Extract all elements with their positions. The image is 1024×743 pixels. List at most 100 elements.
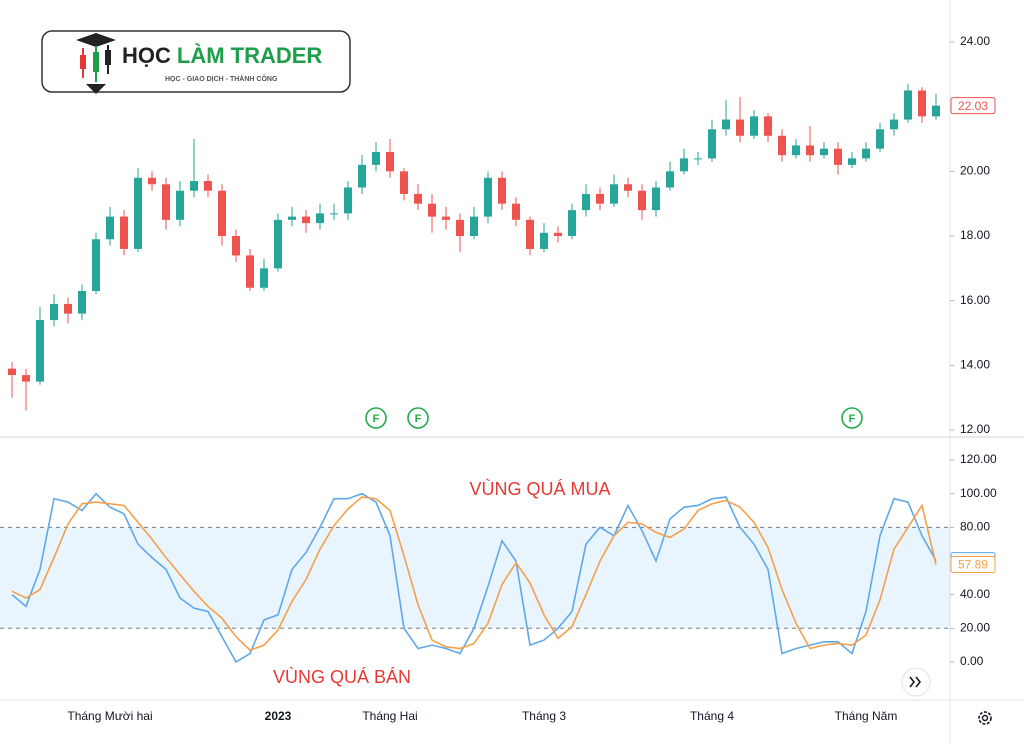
scroll-icon[interactable]	[909, 676, 922, 688]
candle-body	[330, 213, 338, 215]
logo-title-part: LÀM TRADER	[177, 43, 323, 68]
candle-body	[848, 158, 856, 165]
candle-body	[92, 239, 100, 291]
candle-body	[428, 203, 436, 217]
candle-body	[554, 232, 562, 237]
price-tag	[950, 97, 996, 115]
price-tag	[950, 556, 996, 574]
candle-body	[806, 145, 814, 156]
candle-body	[400, 171, 408, 194]
y-tick-label: 120.00	[960, 452, 997, 466]
y-tick-label: 100.00	[960, 486, 997, 500]
y-tick-label: 0.00	[960, 654, 984, 668]
candle-body	[750, 116, 758, 136]
y-tick-label: 24.00	[960, 34, 990, 48]
candle-body	[386, 151, 394, 172]
candle-body	[582, 193, 590, 211]
candle-body	[316, 213, 324, 224]
price-tag-label: 22.03	[958, 99, 988, 113]
logo-frame	[41, 30, 351, 93]
candle-body	[820, 148, 828, 156]
logo-icon	[86, 84, 106, 94]
x-tick-label: Tháng Hai	[362, 709, 417, 723]
candle-body	[232, 236, 240, 256]
series-line	[11, 496, 937, 652]
candle-body	[106, 216, 114, 240]
candle-body	[274, 219, 282, 269]
candle-body	[638, 190, 646, 211]
band	[0, 527, 950, 629]
y-tick-label: 12.00	[960, 422, 990, 436]
y-tick-label: 16.00	[960, 293, 990, 307]
candle-body	[862, 148, 870, 159]
candle-body	[876, 129, 884, 149]
candle-body	[708, 129, 716, 159]
settings-button[interactable]	[978, 711, 992, 725]
candle-body	[568, 210, 576, 237]
candle-body	[932, 105, 940, 117]
candle-body	[36, 320, 44, 382]
candle-body	[344, 187, 352, 214]
settings-icon[interactable]	[978, 711, 992, 725]
y-tick-label: 80.00	[960, 520, 990, 534]
logo-icon	[93, 52, 99, 72]
x-tick-label: Tháng 3	[522, 709, 566, 723]
candle-body	[540, 232, 548, 249]
candle-body	[78, 290, 86, 314]
candle-body	[680, 158, 688, 172]
candle-body	[652, 187, 660, 211]
logo-icon	[105, 50, 111, 65]
y-tick-label: 20.00	[960, 620, 990, 634]
x-tick-label: 2023	[265, 709, 292, 723]
candle-body	[302, 216, 310, 224]
candle-body	[526, 219, 534, 249]
event-marker	[365, 407, 387, 429]
candle-body	[904, 90, 912, 120]
candle-body	[596, 193, 604, 204]
candle-body	[498, 177, 506, 204]
candle-body	[890, 119, 898, 130]
candle-body	[134, 177, 142, 249]
candle-body	[190, 181, 198, 191]
candle-body	[8, 368, 16, 376]
candle-body	[610, 184, 618, 204]
candle-body	[372, 151, 380, 165]
settings-icon[interactable]	[981, 714, 989, 722]
annotation: VÙNG QUÁ MUA	[469, 478, 610, 499]
candle-body	[792, 145, 800, 156]
event-label: F	[849, 413, 856, 425]
candle-body	[918, 90, 926, 117]
candle-body	[722, 119, 730, 130]
candle-body	[834, 148, 842, 165]
y-tick-label: 18.00	[960, 228, 990, 242]
candle-body	[22, 375, 30, 382]
logo-icon	[80, 55, 86, 69]
series-line	[11, 492, 937, 664]
logo-tagline: HỌC - GIAO DỊCH - THÀNH CÔNG	[165, 74, 278, 83]
y-tick-label: 14.00	[960, 358, 990, 372]
event-label: F	[415, 413, 422, 425]
candle-body	[778, 135, 786, 156]
candle-body	[176, 190, 184, 220]
candle-body	[358, 164, 366, 188]
candle-body	[64, 303, 72, 314]
price-tag-label: 57.89	[958, 558, 988, 572]
candle-body	[764, 116, 772, 136]
candle-body	[470, 216, 478, 237]
candle-body	[162, 184, 170, 220]
scroll-button-bg[interactable]	[901, 667, 931, 697]
candle-body	[50, 303, 58, 321]
candle-body	[484, 177, 492, 217]
candle-body	[666, 171, 674, 188]
candle-body	[120, 216, 128, 249]
candle-body	[736, 119, 744, 136]
y-tick-label: 20.00	[960, 163, 990, 177]
candle-body	[246, 255, 254, 288]
x-tick-label: Tháng Năm	[835, 709, 898, 723]
candle-body	[512, 203, 520, 220]
scroll-button[interactable]	[901, 667, 931, 697]
logo-cap	[76, 33, 116, 47]
logo: HỌC LÀM TRADER HỌC - GIAO DỊCH - THÀNH CÔ…	[41, 30, 351, 94]
x-tick-label: Tháng Mười hai	[67, 709, 152, 723]
